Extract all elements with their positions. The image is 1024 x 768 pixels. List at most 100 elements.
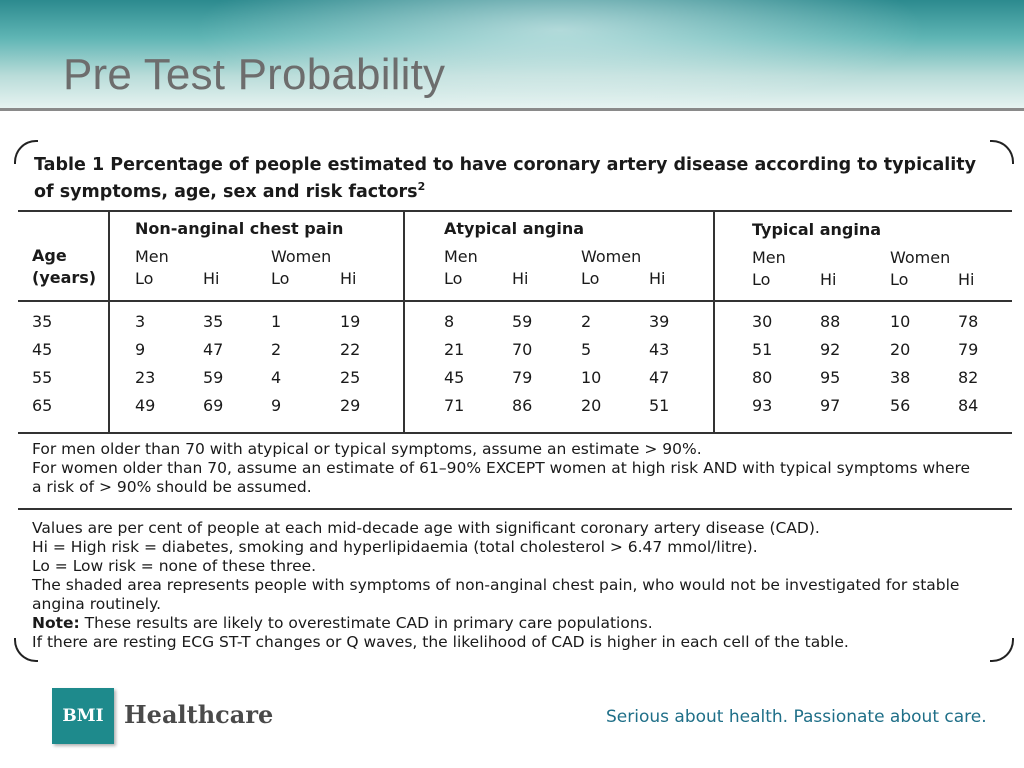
bmi-logo: BMI: [52, 688, 114, 744]
table-cell: 5: [581, 340, 592, 359]
table-rule-header: [18, 300, 1012, 302]
table-cell: 35: [203, 312, 224, 331]
table-cell: 93: [752, 396, 773, 415]
caption-text: Table 1 Percentage of people estimated t…: [34, 155, 977, 202]
table-cell: 2: [271, 340, 282, 359]
risk-header-lo: Lo: [444, 269, 463, 288]
table-cell: 79: [512, 368, 533, 387]
risk-header-hi: Hi: [340, 269, 357, 288]
table-cell: 9: [135, 340, 146, 359]
table-cell: 20: [890, 340, 911, 359]
table-cell: 10: [890, 312, 911, 331]
age-cell: 45: [32, 340, 53, 359]
risk-header-lo: Lo: [135, 269, 154, 288]
footer-tagline: Serious about health. Passionate about c…: [606, 707, 987, 727]
caption-footnote: 2: [417, 180, 426, 193]
table-cell: 8: [444, 312, 455, 331]
note-line: Values are per cent of people at each mi…: [32, 519, 820, 537]
note-line: Hi = High risk = diabetes, smoking and h…: [32, 538, 758, 556]
table-cell: 59: [203, 368, 224, 387]
sex-header-men: Men: [444, 247, 478, 266]
table-cell: 69: [203, 396, 224, 415]
table-cell: 38: [890, 368, 911, 387]
age-cell: 35: [32, 312, 53, 331]
note-label: Note:: [32, 614, 80, 632]
table-cell: 9: [271, 396, 282, 415]
table-cell: 25: [340, 368, 361, 387]
table-cell: 59: [512, 312, 533, 331]
table-cell: 56: [890, 396, 911, 415]
group-header-typical: Typical angina: [752, 220, 882, 239]
table-vrule-2: [403, 210, 405, 432]
risk-header-hi: Hi: [649, 269, 666, 288]
note-line: angina routinely.: [32, 595, 161, 613]
table-cell: 71: [444, 396, 465, 415]
table-cell: 70: [512, 340, 533, 359]
table-cell: 47: [649, 368, 670, 387]
table-cell: 80: [752, 368, 773, 387]
table-vrule-1: [108, 210, 110, 432]
table-caption: Table 1 Percentage of people estimated t…: [34, 154, 994, 203]
note-line: Note: These results are likely to overes…: [32, 614, 997, 633]
table-cell: 29: [340, 396, 361, 415]
table-cell: 10: [581, 368, 602, 387]
table-cell: 21: [444, 340, 465, 359]
risk-header-lo: Lo: [890, 270, 909, 289]
note-line: For men older than 70 with atypical or t…: [32, 440, 702, 458]
notes-rule: [18, 508, 1012, 510]
sex-header-women: Women: [581, 247, 642, 266]
logo-wordmark: Healthcare: [124, 700, 274, 729]
risk-header-lo: Lo: [581, 269, 600, 288]
table-cell: 20: [581, 396, 602, 415]
table-cell: 1: [271, 312, 282, 331]
table-cell: 30: [752, 312, 773, 331]
note-text: These results are likely to overestimate…: [79, 614, 653, 632]
risk-header-lo: Lo: [271, 269, 290, 288]
header-shine: [0, 0, 1024, 108]
table-cell: 47: [203, 340, 224, 359]
table-cell: 79: [958, 340, 979, 359]
table-cell: 39: [649, 312, 670, 331]
table-rule-top: [18, 210, 1012, 212]
group-header-atypical: Atypical angina: [444, 219, 585, 238]
age-header: Age: [32, 246, 67, 265]
table-cell: 86: [512, 396, 533, 415]
note-line: For women older than 70, assume an estim…: [32, 459, 971, 477]
age-cell: 65: [32, 396, 53, 415]
table-cell: 19: [340, 312, 361, 331]
risk-header-hi: Hi: [958, 270, 975, 289]
sex-header-men: Men: [752, 248, 786, 267]
note-line: a risk of > 90% should be assumed.: [32, 478, 312, 496]
table-rule-bottom: [18, 432, 1012, 434]
note-line: Lo = Low risk = none of these three.: [32, 557, 317, 575]
table-cell: 78: [958, 312, 979, 331]
sex-header-women: Women: [271, 247, 332, 266]
table-cell: 3: [135, 312, 146, 331]
sex-header-women: Women: [890, 248, 951, 267]
group-header-non-anginal: Non-anginal chest pain: [135, 219, 344, 238]
risk-header-lo: Lo: [752, 270, 771, 289]
corner-bracket-top-left: [14, 140, 38, 164]
table-cell: 43: [649, 340, 670, 359]
table-vrule-3: [713, 210, 715, 432]
table-cell: 84: [958, 396, 979, 415]
table-cell: 95: [820, 368, 841, 387]
table-cell: 51: [649, 396, 670, 415]
table-cell: 23: [135, 368, 156, 387]
table-cell: 2: [581, 312, 592, 331]
notes-definitions: Values are per cent of people at each mi…: [32, 519, 997, 652]
table-cell: 97: [820, 396, 841, 415]
note-line: The shaded area represents people with s…: [32, 576, 960, 594]
table-cell: 51: [752, 340, 773, 359]
table-cell: 82: [958, 368, 979, 387]
age-cell: 55: [32, 368, 53, 387]
notes-elderly: For men older than 70 with atypical or t…: [32, 440, 997, 497]
table-cell: 22: [340, 340, 361, 359]
header-divider: [0, 108, 1024, 111]
table-cell: 4: [271, 368, 282, 387]
table-cell: 88: [820, 312, 841, 331]
table-cell: 92: [820, 340, 841, 359]
table-cell: 45: [444, 368, 465, 387]
age-header-units: (years): [32, 268, 97, 287]
table-cell: 49: [135, 396, 156, 415]
